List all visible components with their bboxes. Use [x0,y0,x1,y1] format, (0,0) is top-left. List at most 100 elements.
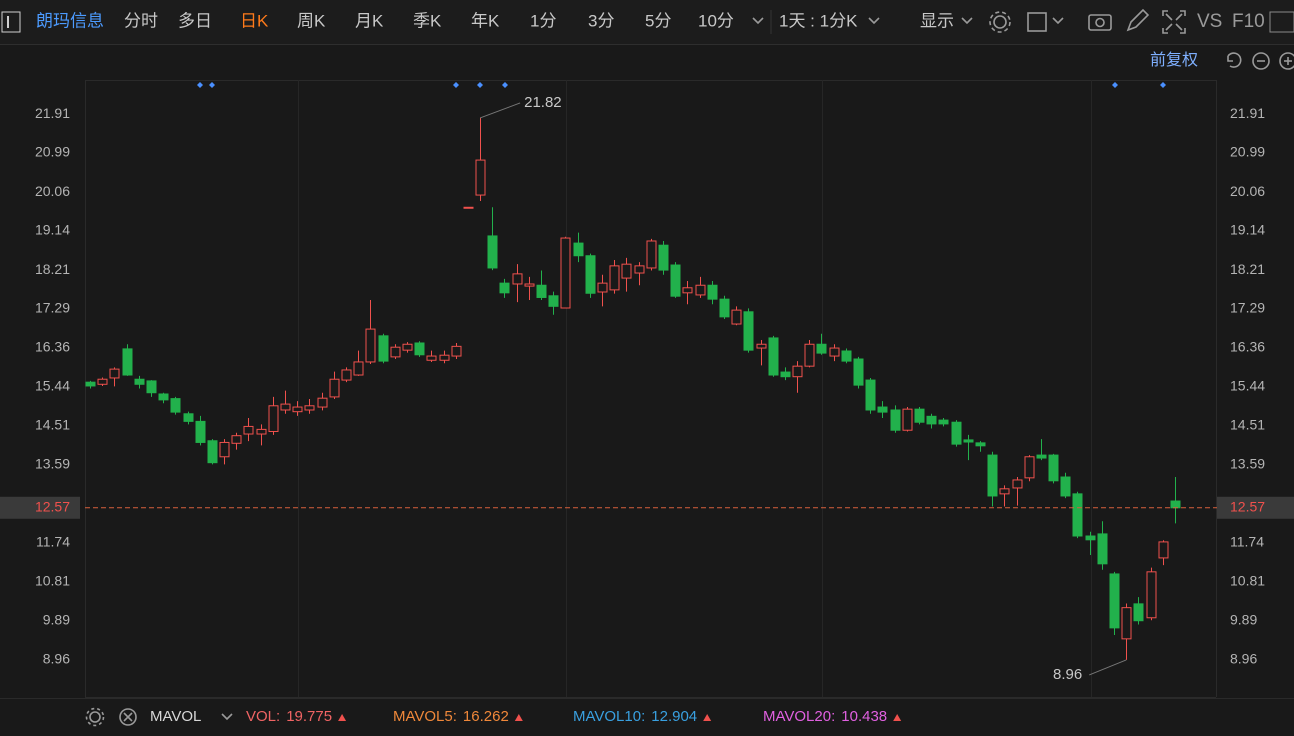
candle-body [999,488,1010,495]
indicator-name[interactable]: MAVOL [150,708,201,725]
candle-body [402,343,413,351]
reset-icon[interactable] [1227,52,1242,68]
trend-arrow [338,714,347,721]
y-tick-label-right: 15.44 [1230,378,1265,394]
candle-body [122,348,133,376]
candle-body [365,328,376,363]
more-periods[interactable] [752,17,764,25]
candle-body [963,439,974,443]
candle-body [865,379,876,411]
candle-body [853,358,864,386]
candle-body [487,235,498,269]
candle-body [829,347,840,357]
range-select[interactable]: 1天 : 1分K [779,11,858,30]
candle-body [280,403,291,411]
candle-body [109,368,120,379]
draw-icon[interactable] [1126,8,1150,32]
candle-body [938,419,949,425]
zoom-out[interactable] [1252,52,1270,70]
candle-body [780,371,791,378]
stock-name[interactable]: 朗玛信息 [36,11,104,30]
candle-body [146,380,157,394]
period-tab[interactable]: 分时 [124,11,158,30]
event-markers [197,82,1166,88]
candle-body [1133,603,1144,622]
y-tick-label: 16.36 [35,339,70,355]
last-price-box-right [1217,496,1294,519]
indicator-label: VOL: [246,708,280,725]
y-tick-label-right: 18.21 [1230,261,1265,277]
candle-body [231,435,242,444]
candle-body [1109,573,1120,629]
trend-arrow [703,714,712,721]
candle-body [548,295,559,307]
candle-body [1036,454,1047,459]
event-marker[interactable] [1112,82,1118,88]
period-tabs: 分时 多日 日K 周K 月K 季K 年K 1分 3分 5分 10分 [124,11,734,30]
candle-body [292,406,303,413]
event-marker[interactable] [502,82,508,88]
screenshot-icon[interactable] [1088,14,1112,31]
low-leader [1089,659,1127,676]
indicator-value: 16.262 [463,708,509,725]
candle-body [914,408,925,423]
candle-body [987,454,998,497]
period-tab[interactable]: 10分 [698,11,734,30]
overlay-toggle[interactable] [1027,12,1047,32]
period-tab[interactable]: 日K [240,11,269,30]
period-tab[interactable]: 季K [413,11,442,30]
period-tab[interactable]: 年K [471,11,500,30]
candle-body [256,428,267,435]
range-dropdown[interactable] [868,17,880,25]
candle-body [877,406,888,413]
candle-body [463,206,474,209]
display-menu[interactable]: 显示 [920,11,954,30]
overlay-dropdown[interactable] [1052,17,1064,25]
y-tick-label: 11.74 [36,533,70,549]
candle-body [816,343,827,354]
candle-body [634,265,645,274]
candle-body [97,378,108,385]
zoom-in[interactable] [1279,52,1294,70]
candle-body [719,298,730,318]
period-tab[interactable]: 月K [355,11,384,30]
candle-body [195,420,206,443]
indicator-settings[interactable] [85,707,105,727]
candle-body [439,354,450,361]
event-marker[interactable] [209,82,215,88]
y-tick-label-right: 20.06 [1230,183,1265,199]
candle-body [475,159,486,196]
indicator-close[interactable] [119,708,137,726]
period-tab[interactable]: 1分 [530,11,556,30]
fullscreen-icon[interactable] [1162,10,1186,34]
adjust-mode[interactable]: 前复权 [1150,51,1198,69]
candle-body [670,264,681,297]
period-tab[interactable]: 5分 [645,11,671,30]
indicator-values: VOL: 19.775 MAVOL5: 16.262 MAVOL10: 12.904 MAV… [246,708,902,725]
f10-button[interactable]: F10 [1232,11,1265,32]
settings-icon[interactable] [989,11,1011,33]
period-tab[interactable]: 3分 [588,11,614,30]
period-tab[interactable]: 多日 [178,11,212,30]
event-marker[interactable] [1160,82,1166,88]
y-tick-label: 9.89 [43,611,70,627]
event-marker[interactable] [197,82,203,88]
display-dropdown[interactable] [961,17,973,25]
candle-body [536,284,547,298]
candle-body [170,398,181,413]
candle-body [609,265,620,291]
candle-body [682,287,693,294]
indicator-label: MAVOL10: [573,708,645,725]
candle-body [731,309,742,325]
event-marker[interactable] [453,82,459,88]
candle-body [1097,533,1108,565]
period-tab[interactable]: 周K [297,11,326,30]
event-marker[interactable] [477,82,483,88]
candle-body [268,405,279,432]
vs-button[interactable]: VS [1197,11,1222,32]
sidebar-toggle[interactable] [1,11,21,33]
extra-panel[interactable] [1269,11,1294,33]
candle-body [158,393,169,401]
y-tick-label-right: 14.51 [1230,417,1265,433]
indicator-dropdown[interactable] [221,713,233,721]
